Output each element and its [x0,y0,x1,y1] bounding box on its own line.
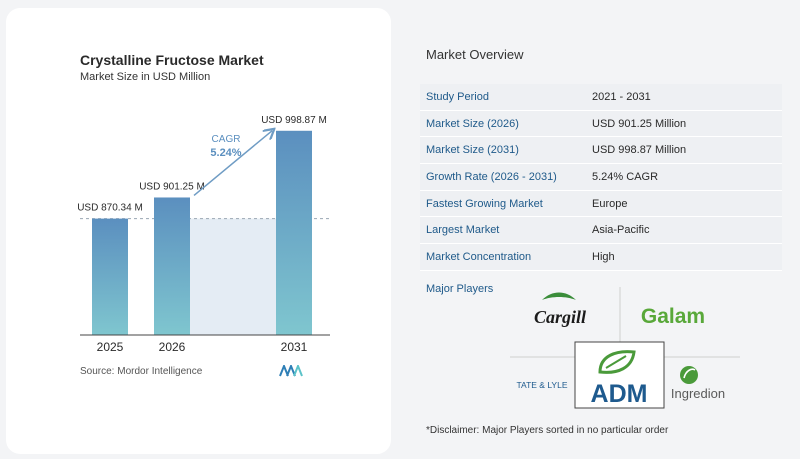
row-value: Asia-Pacific [592,224,650,237]
cagr-highlight-region [190,218,276,335]
table-row: Growth Rate (2026 - 2031) 5.24% CAGR [420,164,782,191]
table-row: Largest Market Asia-Pacific [420,217,782,245]
data-label: USD 901.25 M [139,181,205,192]
chart-title: Crystalline Fructose Market [80,52,264,68]
galam-logo: Galam [641,305,705,328]
tate-lyle-logo: TATE & LYLE [516,380,567,390]
ingredion-logo-icon: Ingredion [671,366,725,401]
x-tick-label: 2031 [281,340,308,354]
bar-2031 [276,130,312,335]
mordor-logo-icon [279,365,303,377]
svg-text:Cargill: Cargill [534,307,586,327]
row-key: Market Size (2026) [426,117,519,130]
table-row: Market Concentration High [420,244,782,271]
row-value: USD 901.25 Million [592,117,687,130]
cagr-label: CAGR [212,134,241,145]
x-tick-label: 2026 [159,340,186,354]
row-key: Market Size (2031) [426,144,519,157]
chart-source: Source: Mordor Intelligence [80,366,203,377]
overview-table: Study Period 2021 - 2031 Market Size (202… [420,84,782,271]
svg-text:Ingredion: Ingredion [671,386,725,401]
table-row: Study Period 2021 - 2031 [420,84,782,111]
row-key: Largest Market [426,224,500,237]
player-logos: Cargill Galam TATE & LYLE ADM Ingredion [510,287,740,409]
row-value: USD 998.87 Million [592,144,687,157]
chart-subtitle: Market Size in USD Million [80,71,211,83]
bar-chart: USD 870.34 M 2025 USD 901.25 M 2026 USD 998.… [77,115,330,354]
data-label: USD 870.34 M [77,203,143,214]
disclaimer: *Disclaimer: Major Players sorted in no … [426,425,669,436]
row-value: 2021 - 2031 [592,90,651,103]
svg-text:ADM: ADM [591,380,648,408]
cargill-logo-icon: Cargill [534,292,586,327]
cagr-arrow [193,131,272,197]
overview-panel: Market Overview Study Period 2021 - 2031 … [420,0,790,459]
major-players-title: Major Players [426,283,494,295]
adm-logo-icon: ADM [591,350,648,408]
row-value: High [592,250,615,263]
row-value: Europe [592,197,628,210]
table-row: Market Size (2031) USD 998.87 Million [420,137,782,165]
row-key: Study Period [426,90,489,103]
table-row: Fastest Growing Market Europe [420,190,782,218]
row-key: Market Concentration [426,250,532,263]
cagr-value: 5.24% [210,147,241,159]
bar-2026 [154,197,190,335]
row-key: Growth Rate (2026 - 2031) [426,170,557,183]
overview-title: Market Overview [426,47,524,62]
data-label: USD 998.87 M [261,115,327,126]
row-value: 5.24% CAGR [592,170,659,183]
row-key: Fastest Growing Market [426,197,543,210]
table-row: Market Size (2026) USD 901.25 Million [420,110,782,138]
x-tick-label: 2025 [97,340,124,354]
bar-2025 [92,218,128,335]
